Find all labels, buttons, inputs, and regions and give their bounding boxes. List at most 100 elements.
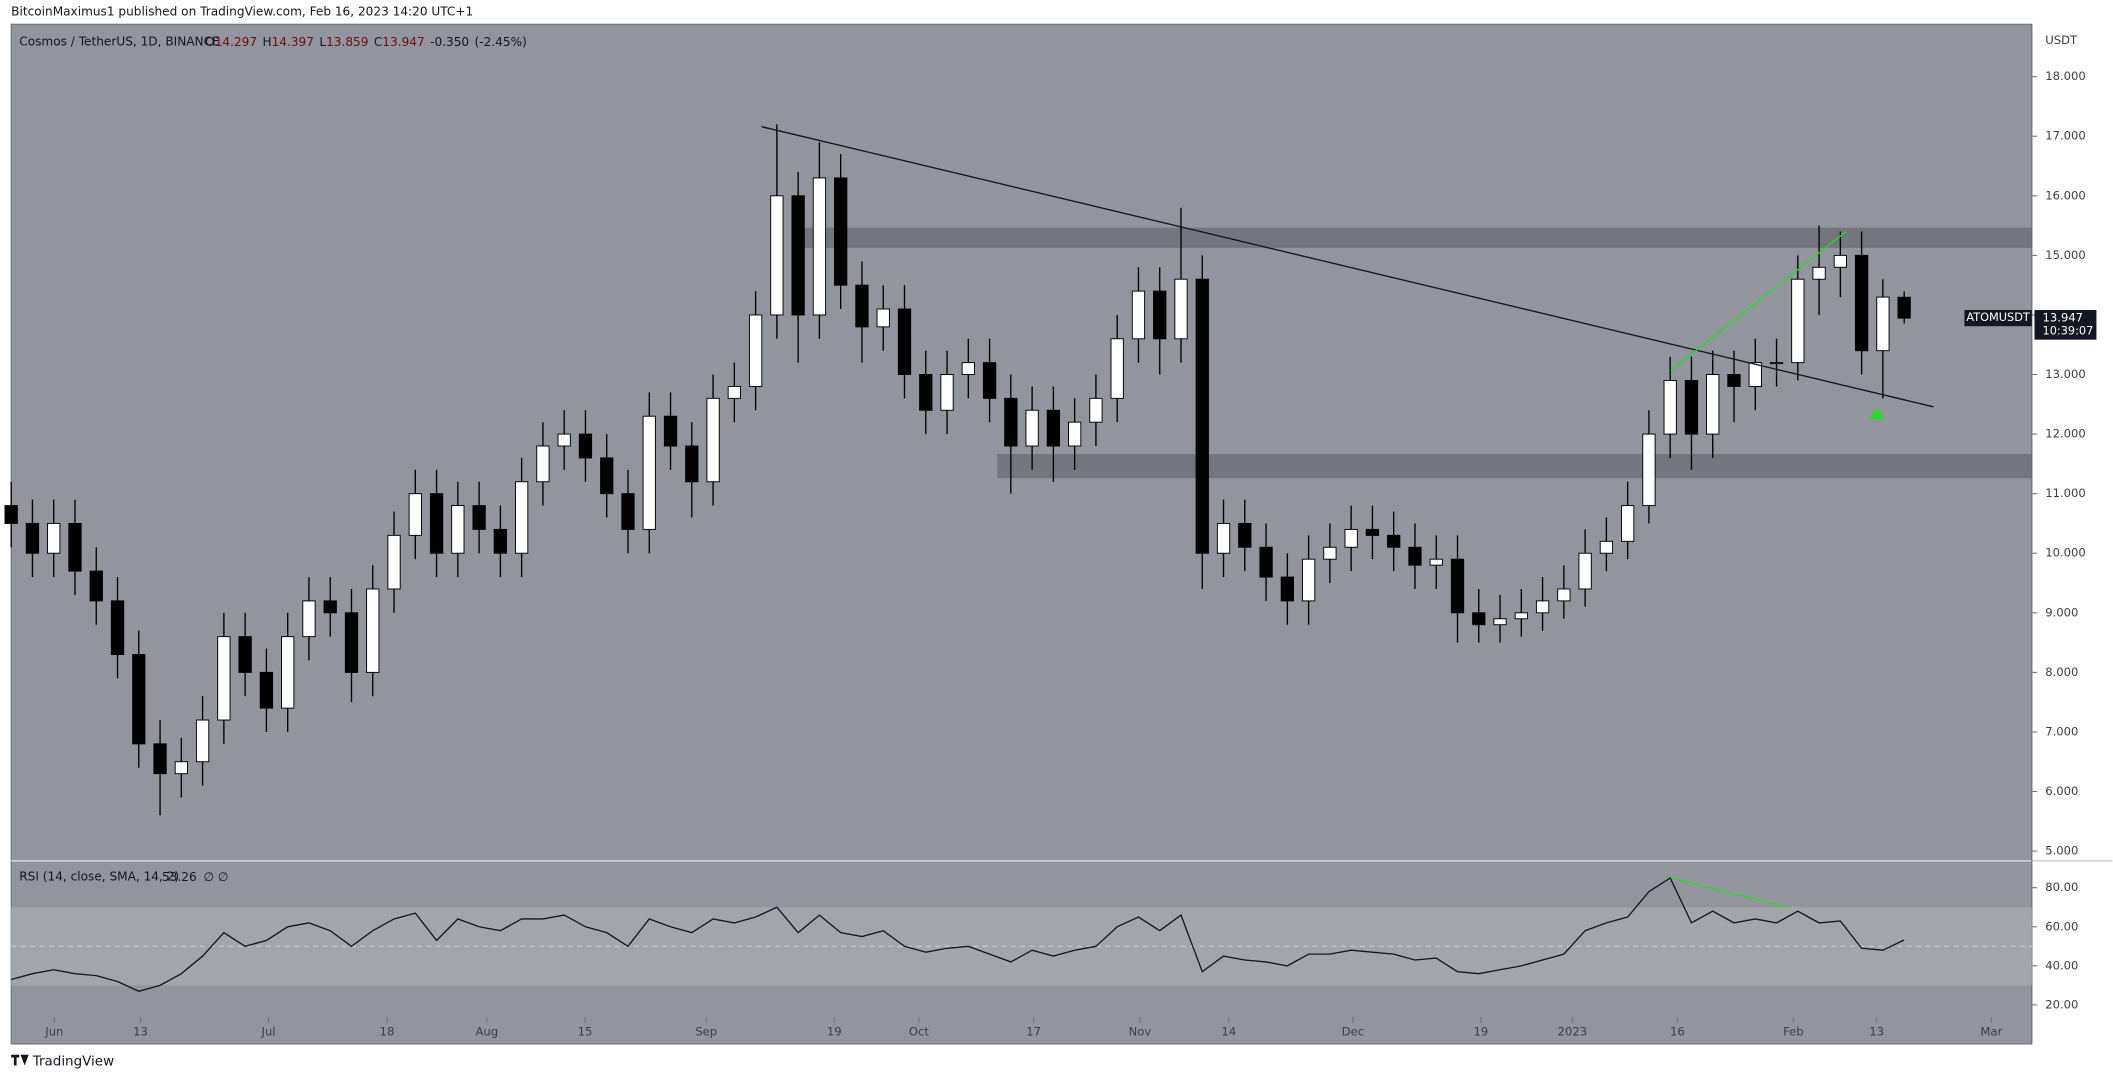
rsi-legend: 53.26 ∅ ∅ <box>162 869 228 883</box>
y-tick-label: 15.000 <box>2045 248 2086 262</box>
candle-body <box>4 505 18 524</box>
candle-body <box>876 308 890 328</box>
candle-body <box>493 528 508 554</box>
candle-body <box>1238 522 1252 548</box>
ohlc-value: 13.859 <box>326 34 368 48</box>
candle-body <box>600 457 614 495</box>
candle-body <box>706 397 720 483</box>
y-tick-label: 8.000 <box>2045 665 2078 679</box>
price-tag-value: 13.947 <box>2043 311 2084 325</box>
rsi-value: 53.26 <box>162 869 197 883</box>
candle-body <box>110 600 125 655</box>
symbol-tag-text: ATOMUSDT <box>1966 311 2030 324</box>
candle-body <box>1897 296 1911 319</box>
price-tag <box>2034 310 2097 340</box>
candle-body <box>621 493 635 530</box>
candle-body <box>1450 558 1465 614</box>
candle-body <box>1706 374 1720 435</box>
candle-body <box>663 415 678 447</box>
candle-body <box>1046 409 1061 447</box>
x-tick-label: 17 <box>1026 1024 1041 1038</box>
y-tick-label: 11.000 <box>2045 486 2086 500</box>
x-tick-label: 16 <box>1670 1024 1685 1038</box>
y-tick-label: 12.000 <box>2045 427 2086 441</box>
resistance-zone <box>795 227 2032 248</box>
candle-body <box>47 522 61 554</box>
candle-body <box>1621 505 1635 542</box>
candle-body <box>1110 338 1124 399</box>
x-tick-label: Jun <box>44 1024 63 1038</box>
x-tick-label: Dec <box>1342 1024 1364 1038</box>
price-higher-high-line <box>1670 231 1847 371</box>
candle-body <box>472 505 486 530</box>
candle-body <box>408 493 422 536</box>
y-tick-label: 7.000 <box>2045 724 2078 738</box>
x-tick-label: 2023 <box>1558 1024 1587 1038</box>
candle-body <box>1004 397 1018 447</box>
candle-body <box>1068 421 1082 447</box>
x-tick-label: Sep <box>695 1024 717 1038</box>
candle-body <box>238 636 252 673</box>
rsi-tick-label: 80.00 <box>2045 880 2078 894</box>
candle-body <box>727 385 741 399</box>
change-value: -0.350 <box>430 34 469 48</box>
candle-body <box>1408 546 1422 566</box>
candle-body <box>748 314 763 387</box>
x-tick-label: Nov <box>1129 1024 1152 1038</box>
y-tick-label: 9.000 <box>2045 605 2078 619</box>
y-tick-label: 13.000 <box>2045 367 2086 381</box>
candle-body <box>1557 588 1571 602</box>
candle-body <box>1791 278 1805 364</box>
candle-body <box>1259 546 1273 578</box>
candle-body <box>1642 433 1656 507</box>
symbol-title: Cosmos / TetherUS, 1D, BINANCE <box>19 34 219 48</box>
candle-body <box>1812 266 1826 280</box>
ohlc-key: H <box>262 34 271 48</box>
y-tick-label: 6.000 <box>2045 784 2078 798</box>
candle-body <box>1195 278 1209 554</box>
ohlc-value: 14.297 <box>215 34 257 48</box>
candle-body <box>897 308 912 375</box>
candle-body <box>259 671 274 709</box>
rsi-tick-label: 20.00 <box>2045 997 2078 1011</box>
candle-body <box>68 522 82 572</box>
candle-body <box>1280 576 1294 602</box>
logo-text: TradingView <box>32 1053 114 1069</box>
candle-body <box>1131 290 1146 340</box>
ohlc-key: L <box>319 34 326 48</box>
candle-body <box>302 600 316 638</box>
candle-body <box>812 177 827 316</box>
x-tick-label: 19 <box>827 1024 842 1038</box>
x-tick-label: 13 <box>133 1024 148 1038</box>
candle-body <box>1472 612 1486 626</box>
candle-body <box>89 570 103 602</box>
x-tick-label: 13 <box>1869 1024 1884 1038</box>
candle-body <box>1727 374 1741 387</box>
y-tick-label: 5.000 <box>2045 844 2078 858</box>
candle-body <box>1365 528 1380 536</box>
x-tick-label: 19 <box>1474 1024 1489 1038</box>
y-tick-label: 18.000 <box>2045 69 2086 83</box>
symbol-tag <box>1964 310 2032 327</box>
candle-body <box>1663 380 1677 435</box>
candle-body <box>642 415 656 530</box>
candle-body <box>1387 534 1401 548</box>
logo: TradingView <box>11 1053 114 1069</box>
candle-body <box>1833 254 1847 268</box>
x-tick-label: Jul <box>261 1024 276 1038</box>
candle-body <box>1684 380 1699 435</box>
candle-body <box>1599 540 1614 554</box>
candle-body <box>387 534 401 590</box>
candle-body <box>344 612 359 673</box>
candle-body <box>1153 290 1167 340</box>
x-tick-label: Aug <box>475 1024 498 1038</box>
plot-background <box>11 24 2032 1044</box>
candle-body <box>1535 600 1550 614</box>
candle-body <box>451 505 465 554</box>
candle-body <box>1174 278 1188 340</box>
candle-body <box>132 654 146 745</box>
candle-body <box>1344 528 1358 548</box>
candle-body <box>153 743 167 775</box>
